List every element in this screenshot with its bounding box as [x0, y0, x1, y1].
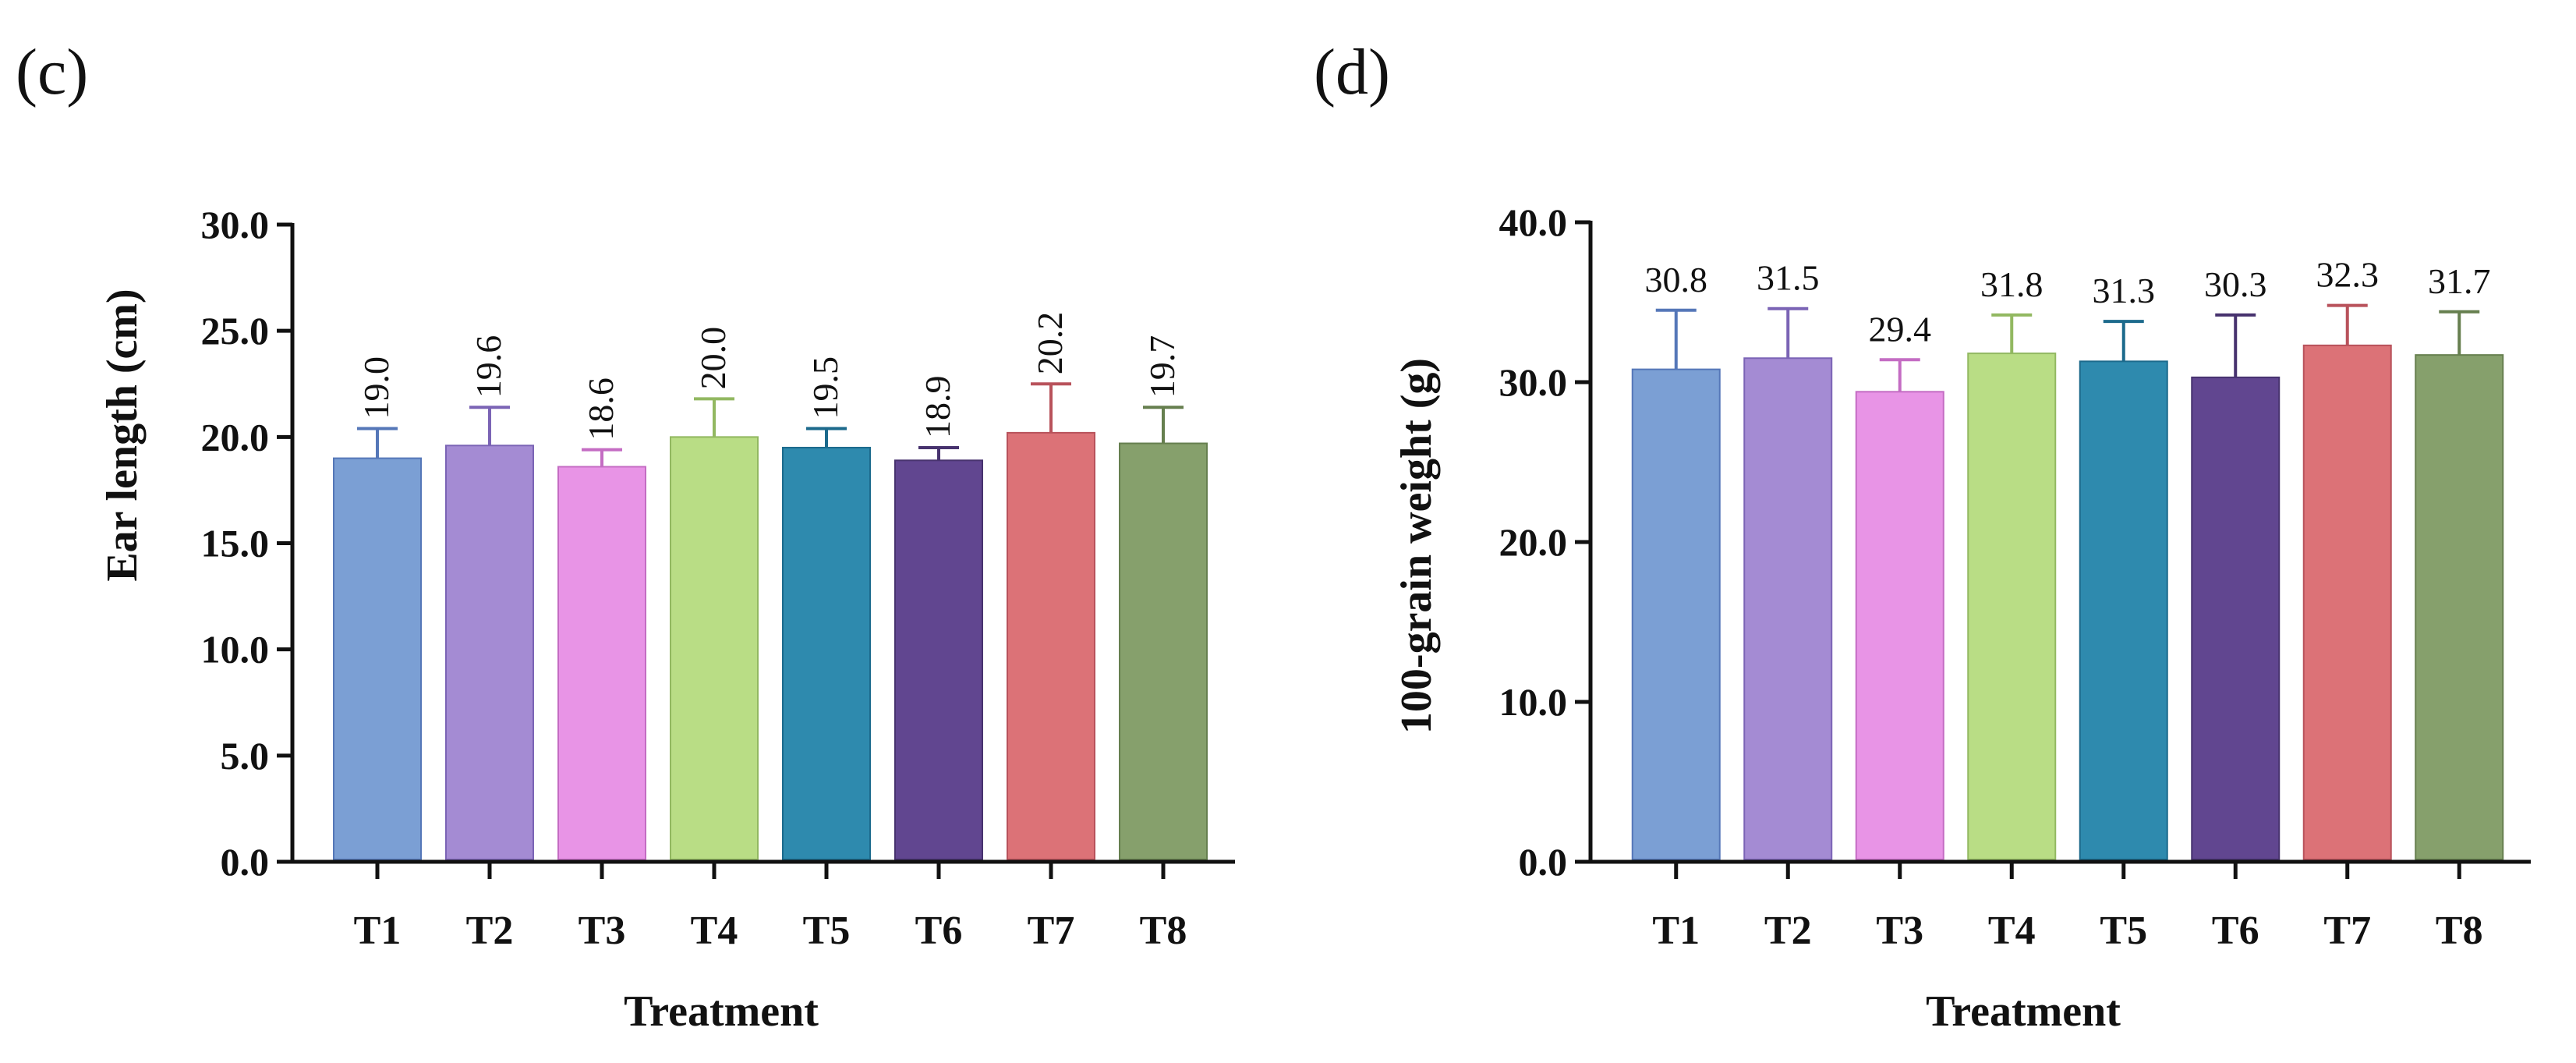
- x-tick-label: T2: [1764, 909, 1812, 953]
- y-tick-label: 20.0: [201, 415, 270, 459]
- bar-t7: [1007, 431, 1095, 860]
- x-tick-label: T5: [2100, 909, 2147, 953]
- y-axis-ticks: 0.0 10.0 20.0 30.0 40.0: [1499, 200, 1591, 884]
- y-tick-label: 0.0: [221, 840, 270, 884]
- y-tick-label: 30.0: [1499, 360, 1568, 404]
- bar-t5: [782, 446, 871, 860]
- chart-panel-ear-length: (c) 0.05.010.015.020.025.030.0 19.0 19.61…: [16, 36, 1235, 1036]
- bar-t6: [2191, 376, 2281, 861]
- x-tick-label: T1: [1652, 909, 1700, 953]
- x-tick-label: T5: [803, 909, 851, 953]
- bar-t2: [445, 445, 534, 860]
- error-bars: [1655, 303, 2480, 392]
- y-tick-label: 30.0: [201, 203, 270, 246]
- x-axis-title: Treatment: [624, 987, 819, 1036]
- bar-t7: [2302, 344, 2392, 861]
- x-tick-label: T8: [1140, 909, 1187, 953]
- data-label: 19.5: [805, 356, 845, 420]
- x-tick-label: T2: [466, 909, 514, 953]
- x-tick-label: T8: [2436, 909, 2483, 953]
- y-tick-label: 25.0: [201, 309, 270, 353]
- data-label: 30.8: [1645, 260, 1708, 299]
- x-tick-label: T6: [915, 909, 963, 953]
- bar-t2: [1743, 357, 1833, 860]
- x-tick-label: T1: [354, 909, 402, 953]
- data-label: 29.4: [1869, 309, 1932, 349]
- y-axis-title: Ear length (cm): [98, 289, 147, 581]
- data-labels: 30.8 31.5 29.4 31.8 31.3 30.3 32.3 31.7: [1645, 255, 2491, 349]
- bar-t3: [1855, 391, 1944, 860]
- chart-panel-grain-weight: (d) 0.0 10.0 20.0 30.0 40.0 30.8 31.5 29.4 31.8…: [1314, 36, 2531, 1036]
- bar-t4: [1967, 353, 2057, 861]
- data-label: 19.6: [469, 335, 508, 399]
- data-label: 31.7: [2428, 261, 2491, 301]
- data-labels: 19.0 19.6 18.6 20.0 19.5 18.9 20.2 19.7: [356, 312, 1182, 441]
- bar-t4: [670, 436, 759, 860]
- x-tick-label: T7: [1028, 909, 1075, 953]
- y-tick-label: 10.0: [201, 628, 270, 671]
- bar-t3: [557, 466, 646, 861]
- x-axis-title: Treatment: [1926, 987, 2121, 1036]
- data-label: 31.5: [1757, 258, 1820, 298]
- y-tick-label: 5.0: [221, 734, 270, 778]
- axes: [290, 223, 1235, 864]
- x-tick-label: T4: [1988, 909, 2036, 953]
- error-bars: [357, 382, 1184, 467]
- data-label: 32.3: [2316, 255, 2380, 295]
- data-label: 19.7: [1142, 335, 1182, 399]
- data-label: 18.9: [918, 375, 957, 438]
- bar-t1: [333, 457, 422, 860]
- y-axis-title: 100-grain weight (g): [1392, 358, 1441, 734]
- bar-t1: [1631, 368, 1721, 861]
- y-tick-label: 10.0: [1499, 680, 1568, 724]
- data-label: 31.8: [1980, 264, 2043, 304]
- y-tick-label: 0.0: [1519, 840, 1568, 884]
- axes: [1588, 221, 2531, 864]
- x-tick-label: T4: [691, 909, 738, 953]
- bar-t6: [894, 459, 983, 860]
- x-tick-label: T7: [2323, 909, 2371, 953]
- data-label: 18.6: [581, 377, 621, 441]
- bar-t8: [1119, 442, 1208, 860]
- y-tick-label: 15.0: [201, 522, 270, 565]
- data-label: 20.2: [1030, 312, 1070, 375]
- x-tick-label: T3: [1876, 909, 1923, 953]
- bars: [1631, 344, 2504, 861]
- panel-label: (d): [1314, 36, 1390, 108]
- x-tick-label: T6: [2212, 909, 2259, 953]
- bar-t5: [2079, 360, 2168, 861]
- y-tick-label: 20.0: [1499, 520, 1568, 564]
- category-labels: T1 T2 T3 T4 T5 T6 T7 T8: [354, 862, 1187, 953]
- bars: [333, 431, 1208, 861]
- x-tick-label: T3: [579, 909, 626, 953]
- y-axis-ticks: 0.0 5.0 10.0 15.0 20.0 25.0 30.0: [201, 203, 292, 884]
- y-tick-label: 40.0: [1499, 200, 1568, 244]
- panel-label: (c): [16, 36, 88, 108]
- data-label: 19.0: [356, 356, 396, 420]
- data-label: 31.3: [2093, 271, 2156, 310]
- data-label: 20.0: [693, 327, 733, 390]
- bar-t8: [2415, 354, 2504, 860]
- category-labels: T1 T2 T3 T4 T5 T6 T7 T8: [1652, 862, 2483, 953]
- data-label: 30.3: [2204, 264, 2267, 304]
